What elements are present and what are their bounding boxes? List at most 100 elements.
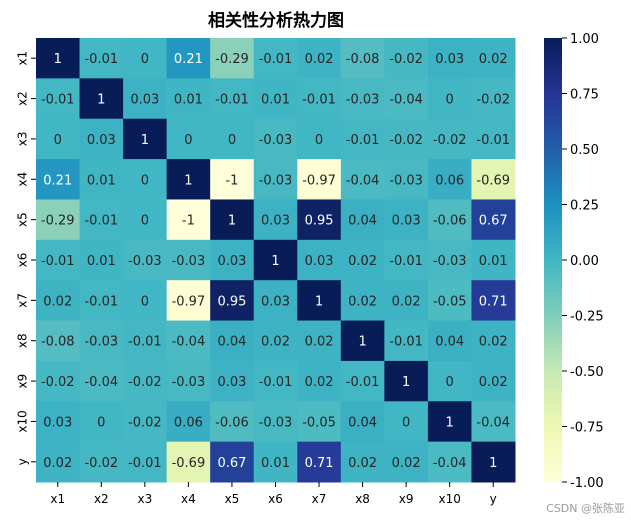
cell-value-label: 0.03	[305, 254, 334, 269]
cell-value-label: -0.04	[433, 456, 467, 471]
cell-value-label: -0.03	[389, 173, 423, 188]
colorbar-tick-label: -0.75	[570, 421, 604, 436]
cell-value-label: -0.01	[346, 133, 380, 148]
cell-value-label: -0.04	[346, 173, 380, 188]
cell-value-label: 0.21	[43, 173, 72, 188]
heatmap-cell	[297, 360, 342, 402]
heatmap-cell	[340, 199, 385, 241]
heatmap-cell	[123, 78, 168, 120]
cell-value-label: -0.01	[215, 93, 249, 108]
watermark: CSDN @张陈亚	[546, 502, 625, 515]
cell-value-label: 0.71	[479, 294, 508, 309]
cell-value-label: -0.06	[215, 415, 249, 430]
heatmap-cell	[36, 401, 81, 443]
heatmap-cell	[471, 360, 516, 402]
cell-value-label: -0.01	[389, 254, 423, 269]
cell-value-label: 0.01	[174, 93, 203, 108]
heatmap-cell	[427, 401, 472, 443]
cell-value-label: -0.69	[476, 173, 510, 188]
heatmap-cell	[297, 118, 342, 160]
heatmap-cell	[36, 360, 81, 402]
heatmap-cell	[297, 38, 342, 79]
cell-value-label: 0	[141, 214, 149, 229]
heatmap-cell	[79, 38, 124, 79]
cell-value-label: -0.03	[259, 415, 293, 430]
cell-value-label: 0.03	[217, 375, 246, 390]
cell-value-label: 0.02	[392, 294, 421, 309]
cell-value-label: 1	[228, 214, 236, 229]
heatmap-cell	[166, 38, 211, 79]
heatmap-cell	[210, 441, 255, 483]
heatmap-cells	[36, 38, 516, 483]
y-tick-label: x3	[16, 132, 30, 147]
x-axis: x1 x2 x3 x4 x5 x6 x7 x8 x9 x10 y	[50, 482, 497, 506]
heatmap-cell	[210, 280, 255, 322]
heatmap-cell	[79, 239, 124, 281]
heatmap-cell	[79, 118, 124, 160]
heatmap-cell	[427, 360, 472, 402]
cell-value-label: 0	[141, 173, 149, 188]
heatmap-cell	[210, 199, 255, 241]
cell-value-label: 1	[358, 335, 366, 350]
heatmap-cell	[36, 38, 81, 79]
cell-value-label: -0.02	[128, 415, 162, 430]
colorbar-axis: -1.00 -0.75 -0.50 -0.25 0.00 0.25 0.50 0.75 1.00	[562, 32, 604, 491]
heatmap-cell	[253, 38, 298, 79]
heatmap-cell	[210, 320, 255, 362]
cell-value-label: 0	[141, 52, 149, 67]
cell-value-label: 0.02	[348, 294, 377, 309]
cell-value-label: 0.01	[261, 93, 290, 108]
heatmap-cell	[427, 280, 472, 322]
cell-value-label: 1	[184, 173, 192, 188]
heatmap-cell	[166, 441, 211, 483]
heatmap-cell	[427, 199, 472, 241]
heatmap-cell	[123, 38, 168, 79]
cell-value-label: -0.01	[84, 52, 118, 67]
heatmap-cell	[210, 159, 255, 200]
heatmap-cell	[340, 280, 385, 322]
cell-value-label: 0.02	[348, 254, 377, 269]
cell-value-label: 0.01	[261, 456, 290, 471]
heatmap-cell	[36, 239, 81, 281]
cell-value-label: 0.06	[435, 173, 464, 188]
cell-value-label: 0.67	[217, 456, 246, 471]
heatmap-cell	[471, 320, 516, 362]
heatmap-cell	[384, 441, 429, 483]
heatmap-cell	[471, 401, 516, 443]
cell-value-label: 1	[97, 93, 105, 108]
colorbar-tick-label: -1.00	[570, 476, 604, 491]
heatmap-cell	[123, 159, 168, 200]
cell-value-label: 0.01	[479, 254, 508, 269]
y-tick-label: x5	[16, 212, 30, 227]
heatmap-cell	[340, 360, 385, 402]
cell-value-label: -0.06	[433, 214, 467, 229]
heatmap-cell	[253, 118, 298, 160]
cell-value-label: -0.03	[433, 254, 467, 269]
cell-value-label: -0.01	[41, 254, 75, 269]
colorbar-tick-label: 0.25	[570, 199, 599, 214]
heatmap-cell	[79, 360, 124, 402]
cell-value-label: 0.02	[261, 335, 290, 350]
heatmap-cell	[166, 199, 211, 241]
heatmap-cell	[36, 159, 81, 200]
cell-value-label: 0.02	[392, 456, 421, 471]
cell-value-label: 1	[446, 415, 454, 430]
heatmap-cell	[340, 78, 385, 120]
colorbar-tick-label: 0.50	[570, 143, 599, 158]
cell-value-label: 0.95	[217, 294, 246, 309]
cell-value-label: 0.95	[305, 214, 334, 229]
cell-value-label: -0.97	[172, 294, 206, 309]
heatmap-cell	[384, 239, 429, 281]
cell-value-label: -0.02	[41, 375, 75, 390]
colorbar-tick-label: 0.00	[570, 254, 599, 269]
heatmap-cell	[384, 118, 429, 160]
heatmap-cell	[427, 239, 472, 281]
cell-value-label: -0.03	[128, 254, 162, 269]
cell-value-label: 0.04	[348, 214, 377, 229]
cell-value-label: 0.71	[305, 456, 334, 471]
heatmap-cell	[36, 118, 81, 160]
cell-value-label: 0.01	[87, 173, 116, 188]
heatmap-cell	[253, 441, 298, 483]
cell-value-label: -0.01	[259, 375, 293, 390]
heatmap-cell	[123, 239, 168, 281]
